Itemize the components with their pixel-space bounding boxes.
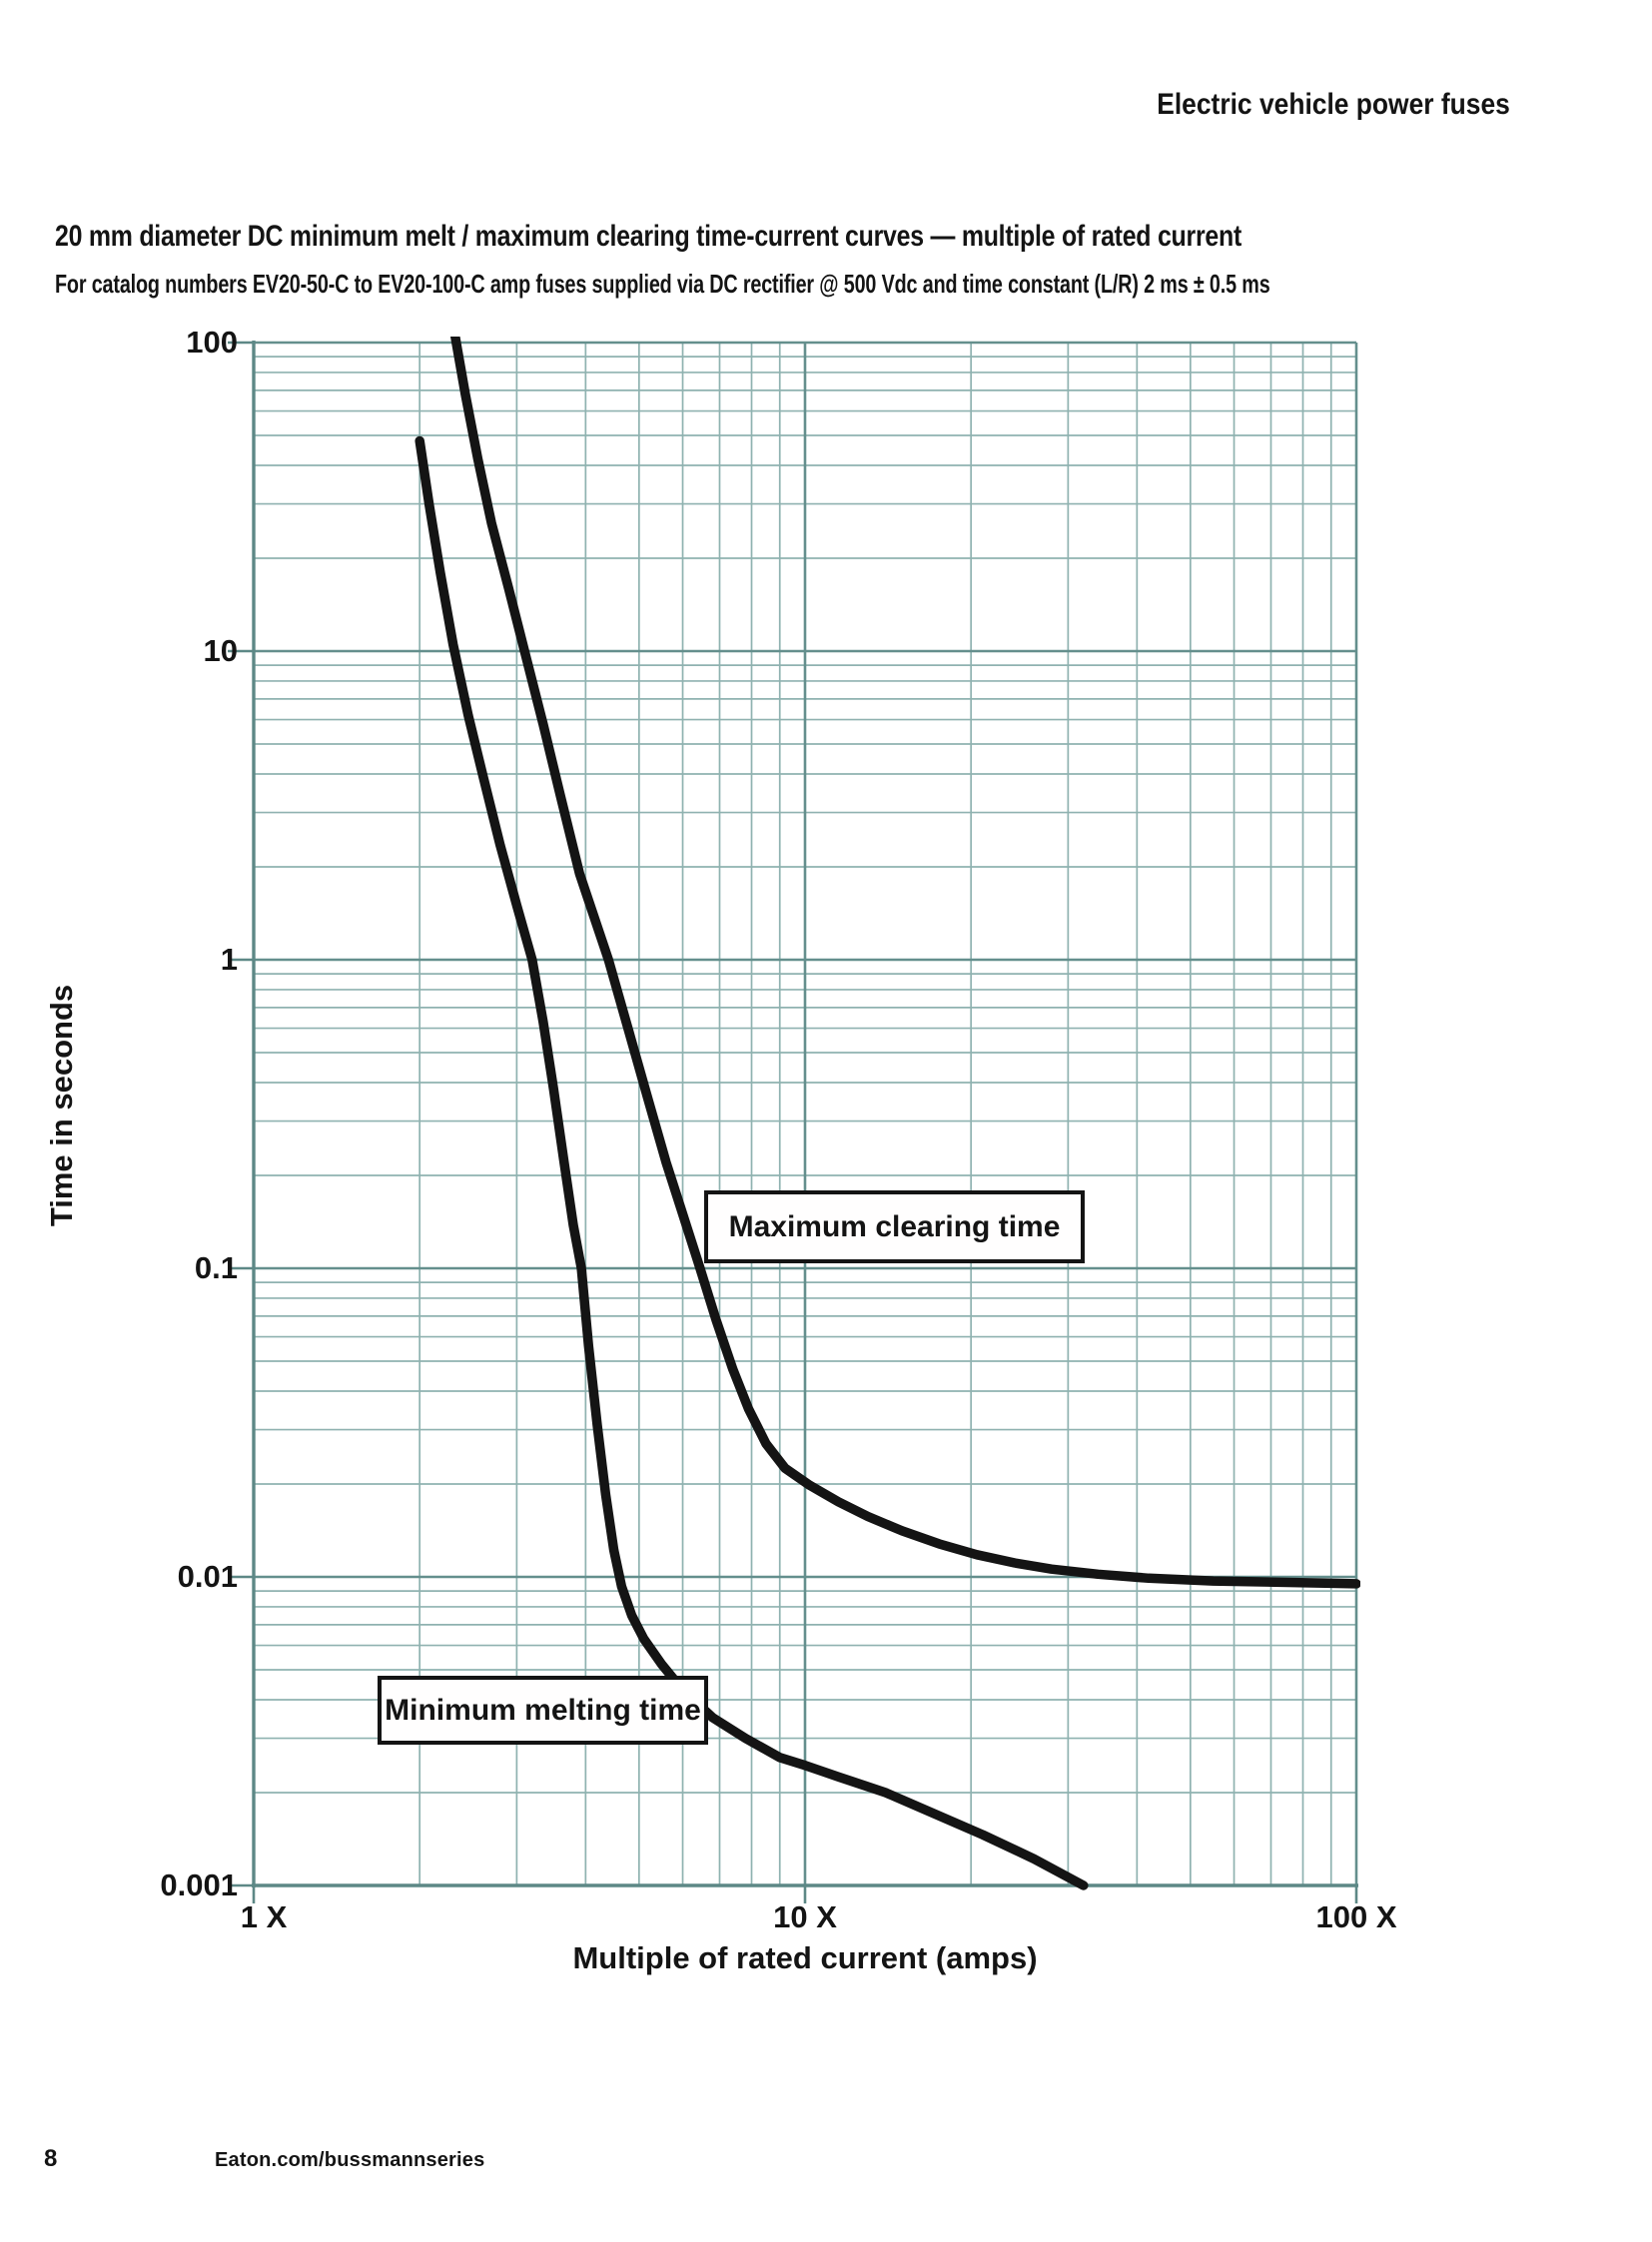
- max-clearing-label: Maximum clearing time: [728, 1209, 1061, 1243]
- y-tick-label-1: 1: [220, 942, 238, 977]
- document-header: Electric vehicle power fuses: [1157, 88, 1510, 121]
- curve-maximum-clearing-time: [449, 337, 1360, 1589]
- y-tick-label-0.1: 0.1: [194, 1250, 238, 1285]
- x-tick-label-10X: 10 X: [773, 1899, 837, 1934]
- footer-website: Eaton.com/bussmannseries: [215, 2149, 485, 2171]
- axis-tick-marks: [228, 341, 1358, 1903]
- grid-minor-lines: [254, 343, 1356, 1885]
- y-tick-label-0.01: 0.01: [177, 1559, 238, 1594]
- chart-subtitle: For catalog numbers EV20-50-C to EV20-10…: [55, 269, 1270, 299]
- y-tick-label-0.001: 0.001: [160, 1868, 238, 1902]
- min-melting-label: Minimum melting time: [385, 1693, 701, 1727]
- y-tick-label-100: 100: [186, 325, 238, 360]
- chart-title: 20 mm diameter DC minimum melt / maximum…: [55, 220, 1241, 253]
- y-tick-label-10: 10: [203, 633, 238, 668]
- max-clearing-label-box: Maximum clearing time: [704, 1190, 1085, 1263]
- x-tick-label-1X: 1 X: [240, 1899, 288, 1934]
- footer-page-number: 8: [44, 2145, 58, 2172]
- min-melting-label-box: Minimum melting time: [378, 1676, 708, 1745]
- x-axis-title: Multiple of rated current (amps): [572, 1940, 1038, 1975]
- y-axis-title: Time in seconds: [44, 984, 79, 1227]
- curves: [414, 337, 1360, 1890]
- curve-minimum-melting-time: [414, 435, 1089, 1890]
- x-tick-label-100X: 100 X: [1315, 1899, 1397, 1934]
